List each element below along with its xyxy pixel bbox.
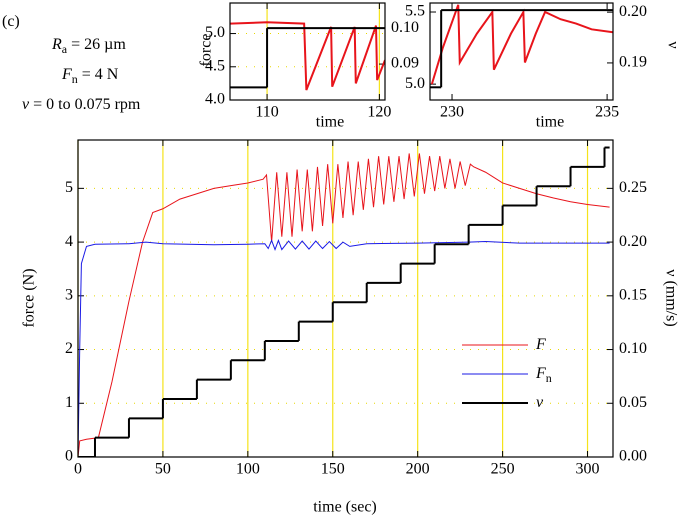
y-tick-label: 2	[65, 340, 73, 357]
y2-tick-label: 0.09	[391, 55, 419, 72]
x-axis-label: time	[316, 114, 344, 131]
x-tick-label: 110	[255, 104, 278, 121]
legend-label: Fn	[535, 365, 552, 385]
series-line	[230, 21, 385, 91]
annotation-symbol: (c)	[2, 13, 20, 30]
legend-name: F	[535, 336, 546, 353]
series-line	[430, 4, 613, 85]
x-tick-label: 250	[491, 461, 515, 478]
annotation-symbol: R	[51, 36, 62, 53]
series	[430, 4, 613, 85]
annotation-text: = 26 µm	[67, 36, 126, 53]
series-line	[78, 239, 610, 457]
y-tick-label: 5.0	[205, 24, 225, 41]
series	[230, 21, 385, 91]
y2-tick-label: 0.15	[619, 286, 647, 303]
y-tick-label: 3	[65, 286, 73, 303]
y-axis-label: force	[198, 34, 215, 67]
y2-tick-label: 0.10	[391, 19, 419, 36]
y2-tick-label: 0.00	[619, 448, 647, 465]
x-tick-label: 0	[74, 461, 82, 478]
y2-tick-label: 0.19	[619, 54, 647, 71]
series	[78, 146, 610, 457]
y-tick-label: 5.0	[405, 75, 425, 92]
series-line	[78, 153, 610, 457]
annotation: Ra = 26 µm	[51, 36, 126, 56]
x-tick-label: 100	[236, 461, 260, 478]
y-axis-label: force (N)	[21, 268, 38, 327]
y2-axis-label: ν (mm/s)	[662, 269, 679, 326]
x-tick-label: 200	[406, 461, 430, 478]
y-tick-label: 5.5	[405, 3, 425, 20]
series	[430, 9, 613, 89]
x-axis-label: time (sec)	[313, 499, 377, 516]
legend-name: ν	[536, 394, 544, 411]
y2-tick-label: 0.20	[619, 233, 647, 250]
series	[78, 239, 610, 457]
legend-label: ν	[536, 394, 544, 411]
annotation-symbol: F	[61, 66, 72, 83]
legend-name: F	[535, 365, 546, 382]
annotation: ν = 0 to 0.075 rpm	[22, 96, 141, 113]
annotation-sub: a	[62, 42, 68, 56]
legend-sub: n	[546, 371, 552, 385]
y-tick-label: 4.0	[205, 91, 225, 108]
annotation-sub: n	[72, 72, 78, 86]
x-tick-label: 235	[595, 104, 619, 121]
x-tick-label: 120	[367, 104, 391, 121]
y2-tick-label: 0.25	[619, 179, 647, 196]
y2-tick-label: 0.20	[619, 3, 647, 20]
y-tick-label: 4.5	[205, 57, 225, 74]
y2-axis-label: ν	[664, 41, 681, 48]
y-tick-label: 1	[65, 394, 73, 411]
annotation: Fn = 4 N	[61, 66, 119, 86]
x-tick-label: 230	[440, 104, 464, 121]
y-tick-label: 5	[65, 179, 73, 196]
annotation-symbol: ν	[22, 96, 30, 113]
series	[230, 27, 385, 89]
x-tick-label: 50	[155, 461, 171, 478]
y-tick-label: 0	[65, 448, 73, 465]
y2-tick-label: 0.05	[619, 394, 647, 411]
x-axis-label: time	[536, 114, 564, 131]
annotation-text: = 4 N	[78, 66, 119, 83]
plot-frame	[229, 2, 386, 101]
y-tick-label: 4	[65, 233, 73, 250]
annotation: (c)	[2, 13, 20, 30]
plot-frame	[429, 2, 614, 101]
x-tick-label: 150	[321, 461, 345, 478]
plot-frame	[77, 139, 614, 458]
y2-tick-label: 0.10	[619, 340, 647, 357]
series	[78, 153, 610, 457]
x-tick-label: 300	[576, 461, 600, 478]
annotation-text: = 0 to 0.075 rpm	[29, 96, 141, 113]
legend-label: F	[535, 336, 546, 353]
